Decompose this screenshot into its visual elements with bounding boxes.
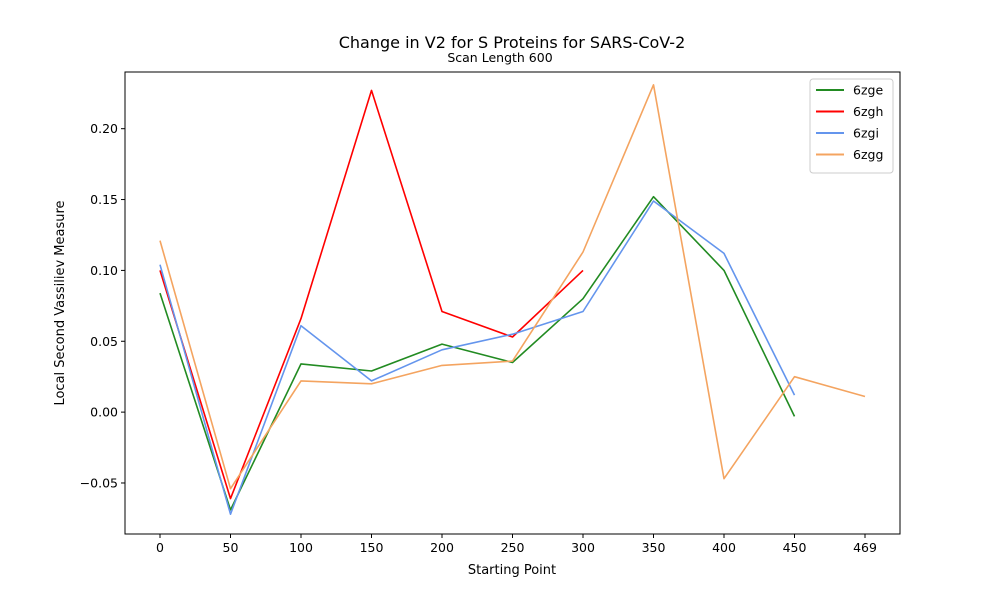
y-tick-label: 0.15: [90, 192, 118, 207]
x-tick-label: 50: [223, 540, 239, 555]
y-tick-label: 0.20: [90, 121, 118, 136]
y-tick-label: −0.05: [80, 475, 118, 490]
y-tick-label: 0.10: [90, 263, 118, 278]
y-tick-label: 0.00: [90, 405, 118, 420]
legend-label: 6zgi: [853, 126, 879, 141]
x-tick-label: 0: [156, 540, 164, 555]
series-line-6zgi: [159, 200, 796, 516]
x-tick-label: 300: [571, 540, 595, 555]
chart-title: Change in V2 for S Proteins for SARS-CoV…: [339, 33, 686, 52]
legend-label: 6zgh: [853, 104, 883, 119]
x-tick-label: 250: [501, 540, 525, 555]
chart-subtitle: Scan Length 600: [447, 50, 552, 65]
x-tick-label: 100: [289, 540, 313, 555]
legend-label: 6zge: [853, 83, 883, 98]
x-tick-label: 450: [783, 540, 807, 555]
x-tick-label: 150: [360, 540, 384, 555]
x-tick-label: 350: [642, 540, 666, 555]
series-lines: [159, 84, 866, 516]
series-line-6zgh: [159, 89, 584, 500]
x-tick-label: 200: [430, 540, 454, 555]
legend-label: 6zgg: [853, 147, 883, 162]
x-axis-label: Starting Point: [468, 563, 556, 578]
legend-box: [809, 78, 894, 174]
x-tick-label: 469: [853, 540, 877, 555]
legend: 6zge 6zgh 6zgi 6zgg: [809, 78, 894, 174]
axis-ticks: 0 50 100 150 200 250 300 350 400 450 469 −0.05 0.00 0…: [80, 121, 877, 555]
series-line-6zgg: [159, 84, 866, 490]
x-tick-label: 400: [712, 540, 736, 555]
y-axis-label: Local Second Vassiliev Measure: [53, 200, 68, 405]
y-tick-label: 0.05: [90, 334, 118, 349]
plot-frame: [124, 71, 901, 535]
series-line-6zge: [159, 195, 796, 511]
